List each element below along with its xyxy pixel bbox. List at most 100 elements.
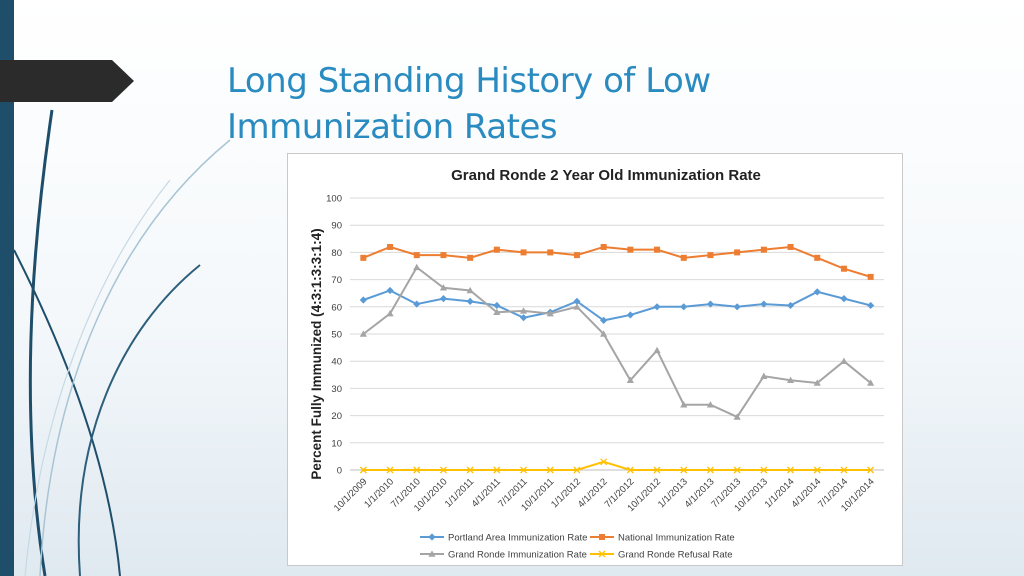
y-tick-label: 10 — [331, 438, 342, 449]
data-point — [814, 254, 821, 261]
series-line — [362, 265, 872, 419]
y-tick-label: 20 — [331, 411, 342, 422]
data-point — [867, 273, 874, 280]
axis-ticks: 010203040506070809010010/1/20091/1/20107… — [326, 194, 877, 515]
y-axis-label: Percent Fully Immunized (4:3:1:3:3:1:4) — [309, 228, 324, 479]
data-point — [493, 301, 501, 310]
legend-marker — [599, 534, 605, 540]
data-point — [386, 310, 394, 317]
y-tick-label: 0 — [337, 466, 342, 477]
data-point — [813, 466, 821, 474]
data-point — [626, 376, 634, 384]
data-point — [413, 252, 420, 259]
data-point — [520, 466, 528, 474]
swoosh-line-3 — [77, 264, 201, 576]
data-point — [493, 308, 501, 316]
data-point — [573, 252, 580, 259]
series-line — [363, 460, 871, 471]
series-1 — [360, 243, 874, 280]
data-point — [466, 466, 474, 474]
data-point — [840, 265, 847, 272]
legend-marker — [428, 533, 436, 541]
data-point — [867, 466, 875, 474]
data-point — [787, 466, 795, 474]
data-point — [600, 458, 608, 466]
data-point — [387, 243, 394, 250]
data-point — [840, 357, 848, 364]
decorative-swooshes — [13, 109, 231, 576]
title-tab-shape — [0, 60, 134, 102]
legend-label: Portland Area Immunization Rate — [448, 533, 587, 544]
data-point — [360, 254, 367, 261]
data-point — [760, 300, 768, 308]
legend-label: Grand Ronde Refusal Rate — [618, 550, 733, 561]
data-point — [493, 466, 501, 474]
data-point — [867, 301, 875, 310]
data-point — [439, 284, 448, 291]
data-point — [493, 246, 500, 253]
y-tick-label: 30 — [331, 384, 342, 395]
y-tick-label: 100 — [326, 194, 342, 205]
data-point — [519, 314, 528, 322]
data-point — [734, 249, 741, 256]
series-0 — [359, 286, 875, 324]
data-point — [760, 372, 768, 379]
series-3 — [359, 458, 875, 474]
data-point — [626, 311, 634, 319]
data-point — [867, 379, 875, 386]
left-accent-bar — [0, 0, 14, 576]
slide-title-line-1: Long Standing History of Low — [227, 61, 711, 101]
x-tick-label: 10/1/2009 — [332, 476, 370, 514]
data-point — [466, 297, 474, 305]
immunization-line-chart: Grand Ronde 2 Year Old Immunization Rate… — [309, 167, 884, 561]
data-point — [680, 401, 688, 408]
data-point — [547, 249, 554, 256]
data-point — [413, 300, 421, 308]
data-point — [706, 466, 714, 474]
data-point — [359, 330, 367, 337]
data-point — [840, 295, 848, 303]
data-point — [600, 316, 608, 324]
data-point — [813, 288, 821, 296]
data-point — [519, 307, 528, 314]
data-point — [439, 295, 448, 303]
data-point — [359, 296, 367, 304]
gridlines — [350, 197, 884, 471]
data-point — [573, 297, 581, 305]
data-point — [439, 466, 447, 474]
data-point — [733, 413, 741, 420]
data-point — [653, 466, 661, 474]
y-tick-label: 60 — [331, 302, 342, 313]
data-point — [760, 246, 767, 253]
legend-item: Grand Ronde Immunization Rate — [420, 550, 587, 561]
data-point — [733, 466, 741, 474]
y-tick-label: 50 — [331, 330, 342, 341]
series-2 — [359, 263, 875, 420]
data-point — [760, 466, 768, 474]
data-series — [359, 243, 875, 474]
slide-title-line-2: Immunization Rates — [227, 107, 558, 147]
data-point — [706, 401, 715, 408]
data-point — [733, 303, 741, 311]
swoosh-line-4 — [39, 139, 231, 576]
legend-item: Grand Ronde Refusal Rate — [590, 550, 733, 561]
chart-title: Grand Ronde 2 Year Old Immunization Rate — [451, 167, 761, 184]
swoosh-line-1 — [28, 109, 54, 576]
data-point — [573, 303, 581, 310]
chart-frame: Grand Ronde 2 Year Old Immunization Rate… — [287, 153, 903, 566]
y-tick-label: 40 — [331, 357, 342, 368]
data-point — [627, 246, 634, 253]
data-point — [386, 466, 394, 474]
legend-label: Grand Ronde Immunization Rate — [448, 550, 587, 561]
data-point — [813, 379, 821, 386]
data-point — [546, 466, 554, 474]
data-point — [680, 254, 687, 261]
data-point — [573, 466, 581, 474]
legend-marker — [428, 550, 436, 557]
data-point — [786, 376, 795, 384]
chart-legend: Portland Area Immunization Rate National … — [420, 533, 735, 561]
slide-title: Long Standing History of Low Immunizatio… — [227, 58, 927, 150]
legend-item: National Immunization Rate — [590, 533, 735, 544]
data-point — [680, 303, 688, 311]
data-point — [466, 286, 474, 294]
